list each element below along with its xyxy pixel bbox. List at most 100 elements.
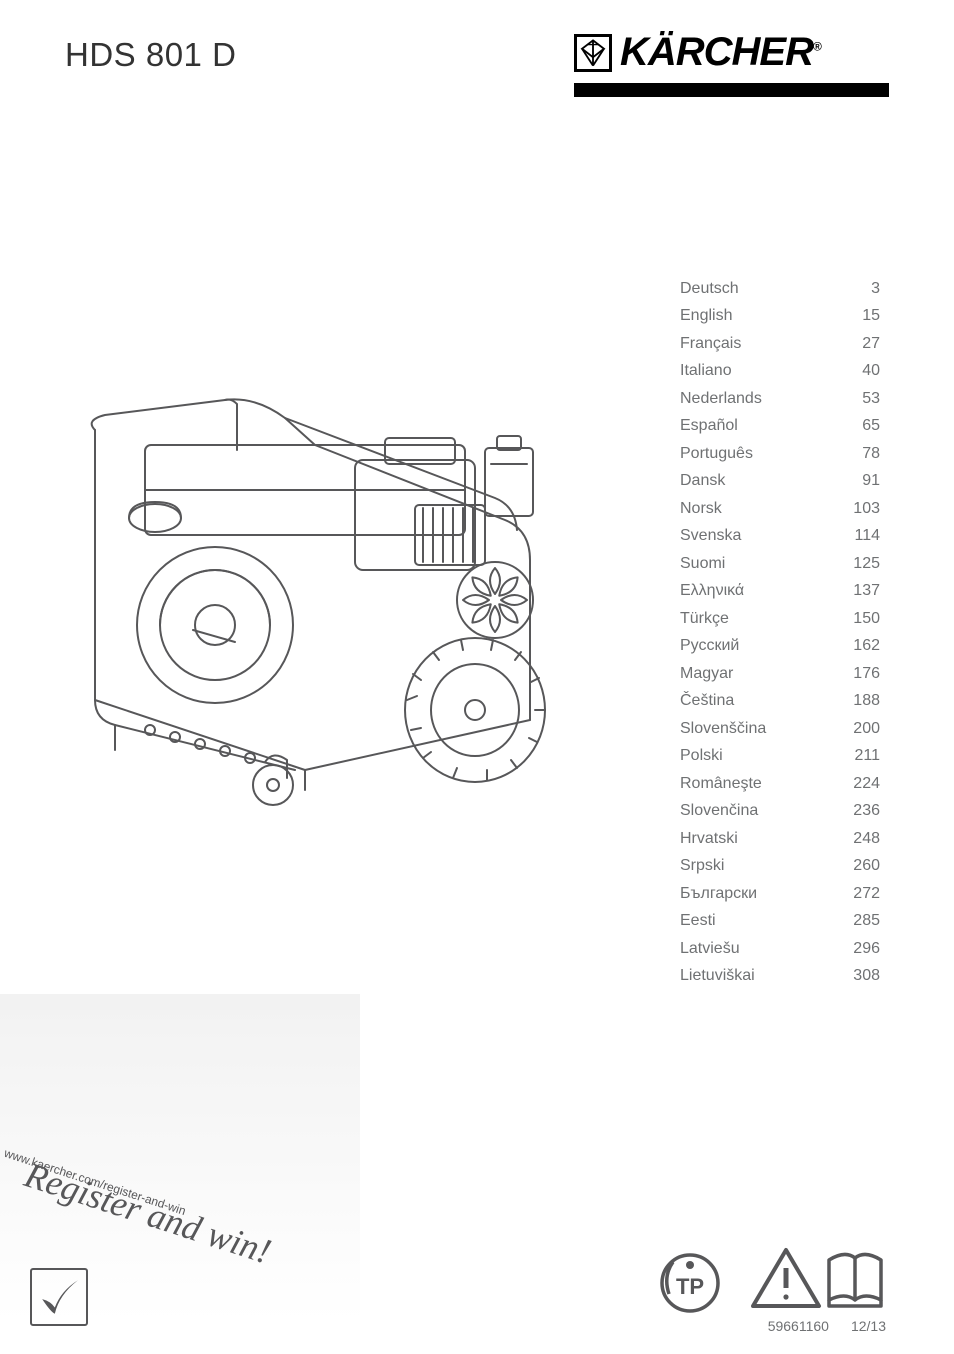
language-page-number: 3 xyxy=(840,280,880,298)
language-name: Türkçe xyxy=(680,610,729,628)
language-name: Čeština xyxy=(680,692,734,710)
footer-icons: TP xyxy=(659,1244,889,1314)
language-name: Româneşte xyxy=(680,775,762,793)
language-page-number: 236 xyxy=(840,802,880,820)
warning-read-manual-icon xyxy=(749,1244,889,1314)
language-name: Srpski xyxy=(680,857,724,875)
language-name: Slovenčina xyxy=(680,802,758,820)
language-row: Čeština 188 xyxy=(680,688,880,716)
svg-text:TP: TP xyxy=(676,1274,704,1299)
brand-underline-bar xyxy=(574,83,889,97)
language-name: Norsk xyxy=(680,500,722,518)
language-page-number: 296 xyxy=(840,940,880,958)
language-row: Srpski 260 xyxy=(680,853,880,881)
manual-cover-page: HDS 801 D KÄRCHER® xyxy=(0,0,954,1354)
language-name: Eesti xyxy=(680,912,716,930)
language-index-table: Deutsch 3 English 15 Français 27 Italiano 40 Ned… xyxy=(680,275,880,990)
language-row: Slovenščina 200 xyxy=(680,715,880,743)
language-page-number: 103 xyxy=(840,500,880,518)
language-name: Italiano xyxy=(680,362,732,380)
language-page-number: 248 xyxy=(840,830,880,848)
language-name: Português xyxy=(680,445,753,463)
language-page-number: 65 xyxy=(840,417,880,435)
language-name: Svenska xyxy=(680,527,741,545)
language-row: Türkçe 150 xyxy=(680,605,880,633)
language-page-number: 200 xyxy=(840,720,880,738)
language-page-number: 176 xyxy=(840,665,880,683)
language-page-number: 27 xyxy=(840,335,880,353)
product-model-title: HDS 801 D xyxy=(65,36,236,74)
language-page-number: 285 xyxy=(840,912,880,930)
brand-name: KÄRCHER® xyxy=(620,30,821,75)
language-name: Nederlands xyxy=(680,390,762,408)
language-row: Français 27 xyxy=(680,330,880,358)
language-page-number: 308 xyxy=(840,967,880,985)
language-row: English 15 xyxy=(680,303,880,331)
registered-mark: ® xyxy=(813,40,821,54)
language-row: Eesti 285 xyxy=(680,908,880,936)
language-name: Latviešu xyxy=(680,940,740,958)
brand-diamond-icon xyxy=(574,34,612,72)
language-row: Español 65 xyxy=(680,413,880,441)
register-checkbox xyxy=(30,1268,88,1326)
language-row: Svenska 114 xyxy=(680,523,880,551)
language-row: Deutsch 3 xyxy=(680,275,880,303)
language-page-number: 114 xyxy=(840,527,880,545)
language-name: Français xyxy=(680,335,741,353)
language-name: Magyar xyxy=(680,665,733,683)
language-page-number: 78 xyxy=(840,445,880,463)
language-page-number: 162 xyxy=(840,637,880,655)
language-page-number: 91 xyxy=(840,472,880,490)
language-name: Русский xyxy=(680,637,739,655)
language-name: English xyxy=(680,307,732,325)
language-name: Dansk xyxy=(680,472,725,490)
language-page-number: 260 xyxy=(840,857,880,875)
language-page-number: 137 xyxy=(840,582,880,600)
brand-name-text: KÄRCHER xyxy=(620,30,813,74)
language-page-number: 53 xyxy=(840,390,880,408)
language-row: Latviešu 296 xyxy=(680,935,880,963)
language-page-number: 150 xyxy=(840,610,880,628)
language-row: Português 78 xyxy=(680,440,880,468)
language-name: Hrvatski xyxy=(680,830,738,848)
brand-row: KÄRCHER® xyxy=(574,30,889,75)
language-row: Norsk 103 xyxy=(680,495,880,523)
checkmark-icon xyxy=(38,1276,80,1318)
language-page-number: 224 xyxy=(840,775,880,793)
language-row: Italiano 40 xyxy=(680,358,880,386)
tp-certification-icon: TP xyxy=(659,1252,721,1314)
document-number: 59661160 xyxy=(768,1318,829,1334)
brand-logo: KÄRCHER® xyxy=(574,30,889,97)
language-row: Polski 211 xyxy=(680,743,880,771)
language-row: Ελληνικά 137 xyxy=(680,578,880,606)
header: HDS 801 D KÄRCHER® xyxy=(65,30,889,110)
language-row: Български 272 xyxy=(680,880,880,908)
footer-document-info: 59661160 12/13 xyxy=(768,1318,886,1334)
language-row: Slovenčina 236 xyxy=(680,798,880,826)
language-row: Lietuviškai 308 xyxy=(680,963,880,991)
language-name: Slovenščina xyxy=(680,720,766,738)
document-date-code: 12/13 xyxy=(851,1318,886,1334)
language-name: Ελληνικά xyxy=(680,582,744,600)
language-page-number: 211 xyxy=(840,747,880,765)
language-page-number: 15 xyxy=(840,307,880,325)
language-name: Deutsch xyxy=(680,280,739,298)
language-row: Русский 162 xyxy=(680,633,880,661)
language-row: Magyar 176 xyxy=(680,660,880,688)
language-name: Български xyxy=(680,885,757,903)
language-row: Nederlands 53 xyxy=(680,385,880,413)
register-promo-corner: www.kaercher.com/register-and-win Regist… xyxy=(0,994,360,1354)
product-illustration xyxy=(55,390,595,810)
language-row: Dansk 91 xyxy=(680,468,880,496)
language-page-number: 272 xyxy=(840,885,880,903)
language-name: Lietuviškai xyxy=(680,967,755,985)
language-row: Româneşte 224 xyxy=(680,770,880,798)
language-name: Suomi xyxy=(680,555,725,573)
language-row: Suomi 125 xyxy=(680,550,880,578)
language-name: Español xyxy=(680,417,738,435)
language-page-number: 40 xyxy=(840,362,880,380)
language-page-number: 125 xyxy=(840,555,880,573)
language-name: Polski xyxy=(680,747,723,765)
language-row: Hrvatski 248 xyxy=(680,825,880,853)
language-page-number: 188 xyxy=(840,692,880,710)
